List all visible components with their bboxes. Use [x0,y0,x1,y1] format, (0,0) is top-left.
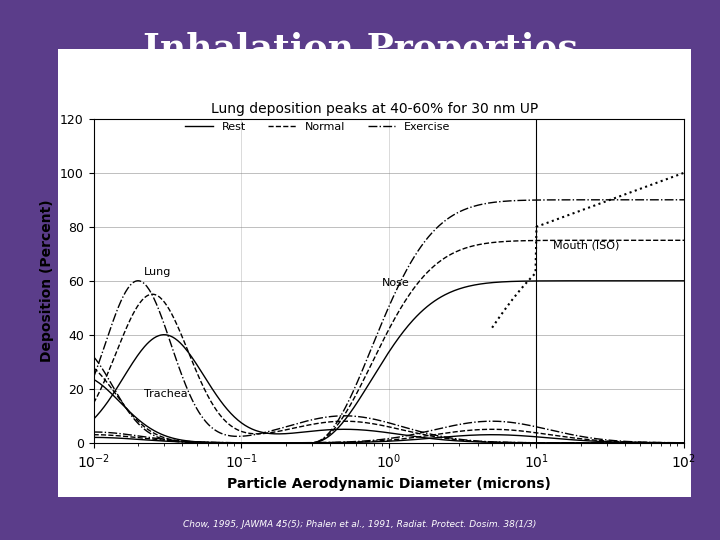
Legend: Rest, Normal, Exercise: Rest, Normal, Exercise [181,118,455,137]
Text: Trachea: Trachea [144,389,188,399]
Text: Lung deposition peaks at 40-60% for 30 nm UP: Lung deposition peaks at 40-60% for 30 n… [211,103,538,117]
Text: Chow, 1995, JAWMA 45(5); Phalen et al., 1991, Radiat. Protect. Dosim. 38(1/3): Chow, 1995, JAWMA 45(5); Phalen et al., … [184,520,536,529]
X-axis label: Particle Aerodynamic Diameter (microns): Particle Aerodynamic Diameter (microns) [227,477,551,491]
Text: Inhalation Properties: Inhalation Properties [143,32,577,66]
Text: Tracheal deposition is 20-40% for <10 nm UP: Tracheal deposition is 20-40% for <10 nm… [217,125,531,139]
Text: Nose: Nose [382,278,410,288]
Text: Lung: Lung [144,267,171,278]
Y-axis label: Deposition (Percent): Deposition (Percent) [40,199,55,362]
Text: Mouth (ISO): Mouth (ISO) [553,240,620,251]
